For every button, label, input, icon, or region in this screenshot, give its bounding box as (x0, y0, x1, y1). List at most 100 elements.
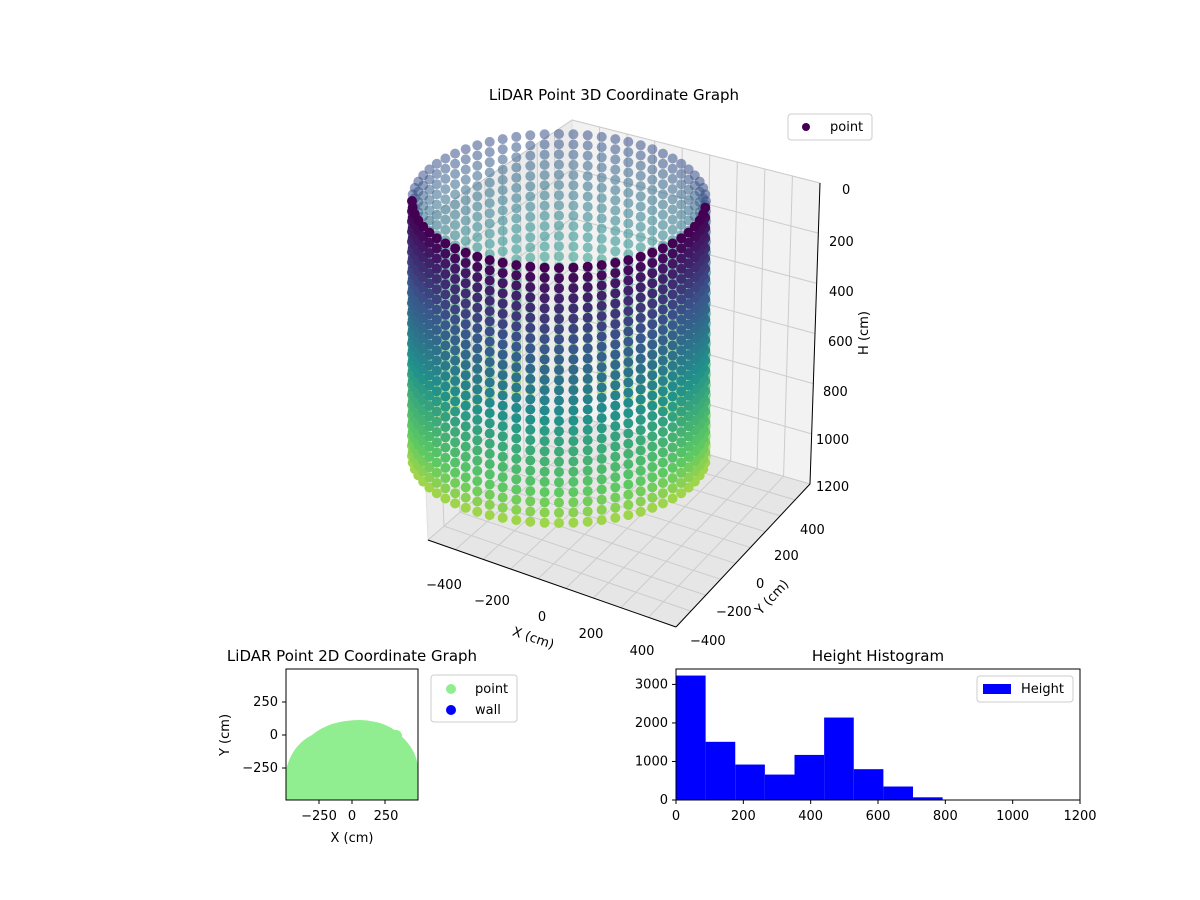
point-marker (539, 303, 550, 314)
point-marker (472, 181, 483, 192)
point-marker (511, 392, 522, 403)
point-marker (647, 164, 658, 175)
point-marker (596, 182, 607, 193)
point-marker (525, 496, 536, 507)
point-marker (582, 506, 593, 517)
point-marker (450, 437, 461, 448)
histogram-bar (913, 797, 943, 800)
point-marker (596, 193, 607, 204)
point-marker (568, 415, 579, 426)
point-marker (623, 198, 634, 209)
point-marker (431, 274, 442, 284)
point-marker (623, 265, 634, 276)
point-marker (568, 303, 579, 314)
point-marker (440, 371, 451, 382)
point-marker (596, 433, 607, 444)
point-marker (647, 174, 658, 185)
y-tick-label: 0 (660, 793, 668, 808)
x-tick-label: 1000 (996, 809, 1029, 824)
point-marker (596, 213, 607, 224)
point-marker (484, 316, 495, 327)
point-marker (484, 136, 495, 147)
point-marker (440, 163, 451, 174)
point-marker (539, 283, 550, 294)
point-marker (484, 346, 495, 357)
point-marker (582, 333, 593, 344)
point-marker (683, 380, 694, 391)
point-marker (647, 298, 658, 309)
point-marker (647, 329, 658, 340)
point-marker (450, 376, 461, 386)
point-marker (683, 258, 694, 269)
legend-label: Height (1021, 682, 1064, 697)
point-marker (647, 339, 658, 350)
point-marker (667, 391, 678, 402)
legend-3d: point (787, 113, 873, 141)
point-marker (568, 251, 579, 262)
point-marker (676, 467, 687, 478)
point-marker (683, 339, 694, 350)
point-marker (460, 462, 471, 472)
point-marker (424, 462, 435, 473)
point-marker (440, 248, 451, 259)
point-marker (554, 446, 564, 457)
point-marker (460, 492, 471, 503)
point-marker (623, 469, 634, 480)
point-marker (431, 427, 442, 437)
point-marker (511, 182, 522, 193)
point-marker (610, 492, 621, 503)
point-marker (525, 261, 536, 272)
point-marker (647, 349, 658, 360)
point-marker (484, 438, 495, 449)
point-marker (554, 405, 564, 416)
point-marker (525, 353, 536, 364)
point-marker (554, 210, 564, 221)
point-marker (635, 191, 646, 202)
point-marker (667, 401, 678, 412)
point-marker (657, 478, 668, 488)
point-marker (525, 384, 536, 395)
point-marker (647, 319, 658, 330)
point-marker (525, 171, 536, 182)
point-marker (582, 201, 593, 212)
point-marker (676, 416, 687, 427)
point-marker (610, 308, 621, 319)
point-marker (657, 148, 668, 159)
point-marker (554, 375, 564, 386)
point-marker (460, 278, 471, 289)
point-marker (539, 456, 550, 467)
point-marker (554, 220, 564, 231)
point-marker (418, 221, 429, 232)
point-marker (424, 441, 435, 452)
legend-marker-wall (446, 705, 456, 715)
legend-swatch-height (983, 684, 1011, 694)
point-marker (440, 184, 451, 195)
point-marker (539, 497, 550, 508)
point-marker (596, 341, 607, 352)
point-marker (460, 349, 471, 360)
point-marker (472, 506, 483, 517)
point-marker (676, 355, 687, 366)
point-marker (676, 304, 687, 315)
point-marker (596, 142, 607, 153)
point-marker (667, 330, 678, 341)
point-marker (596, 423, 607, 434)
point-marker (497, 298, 508, 309)
x-tick-label: 400 (630, 644, 655, 659)
point-marker (539, 149, 550, 160)
point-marker (596, 290, 607, 301)
point-marker (554, 324, 564, 335)
point-marker (568, 200, 579, 211)
point-marker (539, 476, 550, 487)
point-marker (568, 190, 579, 201)
point-marker (582, 475, 593, 486)
point-marker (676, 189, 687, 200)
point-marker (460, 247, 471, 258)
point-marker (623, 218, 634, 229)
point-marker (511, 162, 522, 173)
point-marker (440, 204, 451, 215)
y-tick-label: 3000 (635, 677, 668, 692)
point-marker (647, 258, 658, 268)
point-marker (676, 158, 687, 169)
point-marker (431, 179, 442, 190)
